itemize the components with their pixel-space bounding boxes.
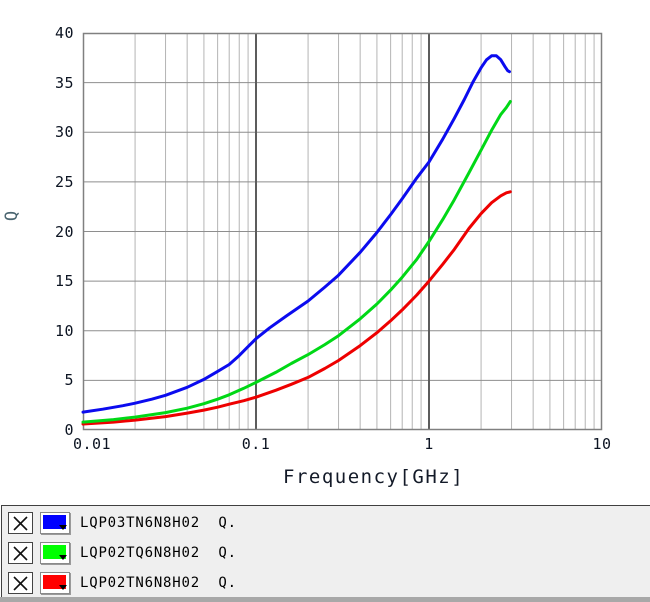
legend-series-label: LQP02TN6N8H02 Q. <box>80 575 237 591</box>
x-icon <box>13 515 28 531</box>
y-tick-label: 20 <box>54 222 74 241</box>
legend-color-button[interactable] <box>40 572 70 594</box>
y-tick-label: 35 <box>54 73 74 92</box>
legend-row: LQP02TQ6N8H02 Q. <box>8 542 650 564</box>
window-bottom-edge <box>0 597 650 602</box>
plot-frame <box>82 32 603 431</box>
legend-row: LQP02TN6N8H02 Q. <box>8 572 650 594</box>
x-tick-label: 1 <box>424 435 434 453</box>
legend-remove-button[interactable] <box>8 572 33 594</box>
series-curve-lqp02tq6n8h02 <box>81 100 512 424</box>
legend-panel: LQP03TN6N8H02 Q. LQP02TQ6N8H02 Q. <box>1 505 650 602</box>
legend-row: LQP03TN6N8H02 Q. <box>8 512 650 534</box>
y-tick-label: 0 <box>64 421 74 439</box>
y-axis-title: Q <box>2 210 22 222</box>
chart-plot-area <box>81 32 603 431</box>
x-icon <box>13 545 28 561</box>
x-tick-label: 0.01 <box>72 435 112 453</box>
x-icon <box>13 575 28 591</box>
y-tick-label: 40 <box>54 24 74 42</box>
x-tick-label: 0.1 <box>241 435 271 453</box>
series-curve-lqp02tn6n8h02 <box>81 190 512 426</box>
x-tick-label: 10 <box>592 435 612 453</box>
triangle-down-icon <box>59 555 67 560</box>
y-tick-label: 30 <box>54 123 74 142</box>
triangle-down-icon <box>59 525 67 530</box>
legend-series-label: LQP03TN6N8H02 Q. <box>80 515 237 531</box>
legend-remove-button[interactable] <box>8 542 33 564</box>
legend-color-button[interactable] <box>40 512 70 534</box>
legend-series-label: LQP02TQ6N8H02 Q. <box>80 545 237 561</box>
legend-color-button[interactable] <box>40 542 70 564</box>
legend-remove-button[interactable] <box>8 512 33 534</box>
x-axis-title: Frequency[GHz] <box>283 466 465 488</box>
y-tick-label: 25 <box>54 172 74 191</box>
y-tick-label: 10 <box>54 321 74 340</box>
triangle-down-icon <box>59 585 67 590</box>
series-curve-lqp03tn6n8h02 <box>81 54 511 414</box>
y-tick-label: 15 <box>54 272 74 291</box>
y-tick-label: 5 <box>64 371 74 390</box>
